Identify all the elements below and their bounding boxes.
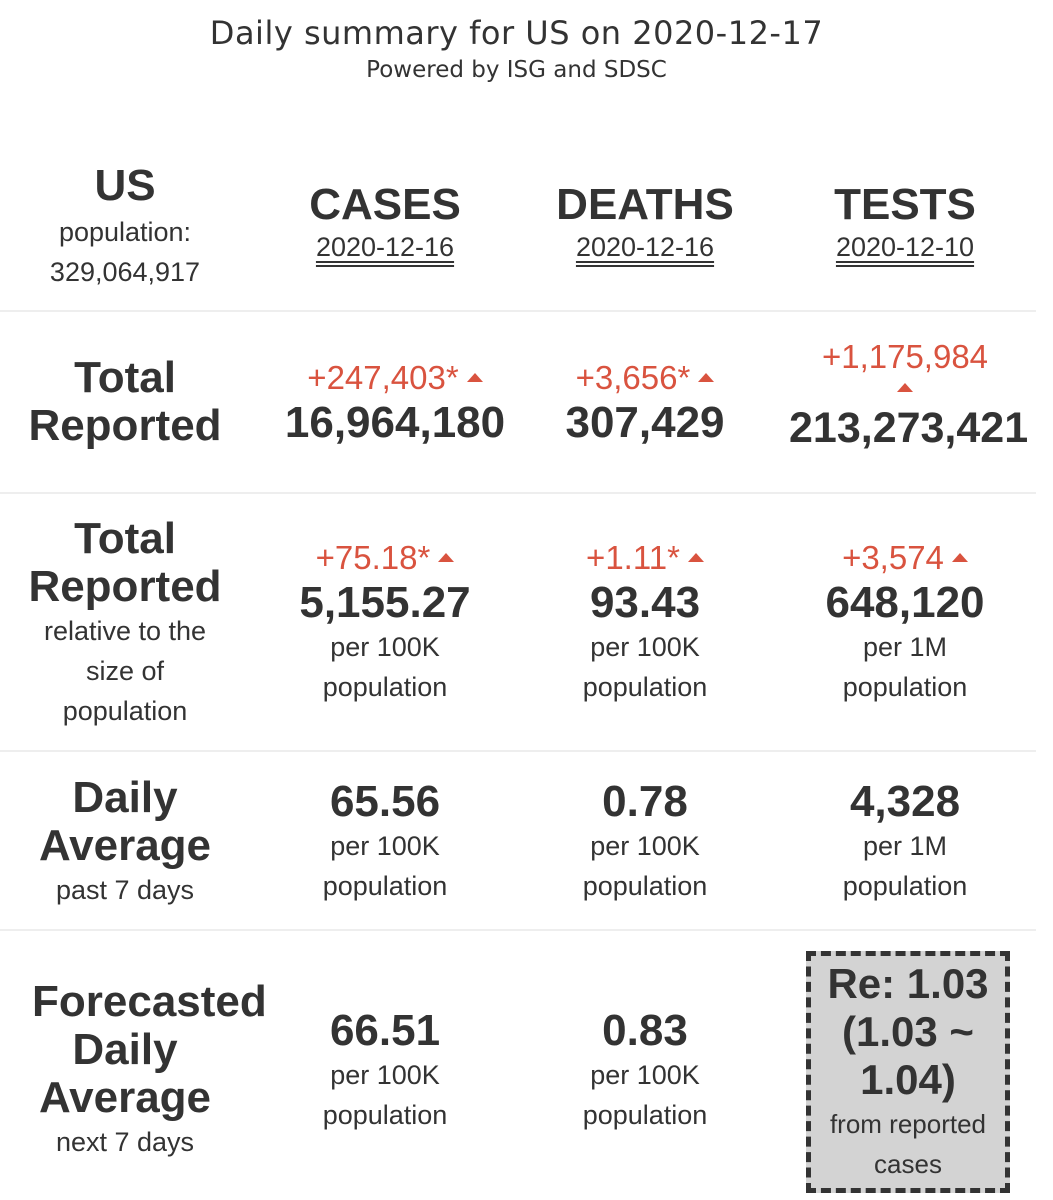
population-value: 329,064,917 bbox=[49, 257, 201, 287]
daily-tests: 4,328 per 1M population bbox=[785, 778, 1025, 906]
total-tests-arrow bbox=[785, 378, 1025, 404]
increase-arrow-icon bbox=[897, 383, 913, 393]
row-note: past 7 days bbox=[55, 875, 195, 905]
daily-deaths: 0.78 per 100K population bbox=[525, 778, 765, 906]
total-cases: +247,403* 16,964,180 bbox=[265, 357, 525, 447]
total-cases-delta: +247,403* bbox=[265, 357, 525, 399]
row-label-line: Daily bbox=[72, 1025, 178, 1074]
row-label-total: Total Reported bbox=[0, 354, 250, 450]
region-name: US bbox=[94, 161, 156, 210]
row-divider bbox=[0, 492, 1036, 494]
unit: population bbox=[322, 672, 448, 702]
row-note: size of bbox=[85, 656, 165, 686]
cases-date: 2020-12-16 bbox=[315, 232, 455, 262]
re-note: cases bbox=[874, 1149, 942, 1179]
row-label-line: Total bbox=[74, 353, 176, 402]
total-tests-value: 213,273,421 bbox=[789, 404, 1029, 452]
total-deaths-delta: +3,656* bbox=[525, 357, 765, 399]
row-label-line: Total bbox=[74, 514, 176, 563]
row-label-line: Reported bbox=[28, 401, 222, 450]
unit: per 100K bbox=[330, 1060, 440, 1090]
unit: per 100K bbox=[590, 831, 700, 861]
relative-cases-delta: +75.18* bbox=[265, 537, 505, 579]
unit: per 100K bbox=[330, 632, 440, 662]
re-range-start: (1.03 ~ bbox=[842, 1008, 974, 1055]
increase-arrow-icon bbox=[951, 552, 968, 562]
row-label-relative: Total Reported relative to the size of p… bbox=[0, 515, 250, 731]
column-header-deaths: DEATHS 2020-12-16 bbox=[525, 180, 765, 264]
relative-cases: +75.18* 5,155.27 per 100K population bbox=[265, 537, 505, 707]
column-header-cases: CASES 2020-12-16 bbox=[265, 180, 505, 264]
increase-arrow-icon bbox=[687, 552, 704, 562]
daily-deaths-value: 0.78 bbox=[602, 777, 688, 826]
re-value: Re: 1.03 bbox=[827, 960, 989, 1007]
unit: per 1M bbox=[862, 632, 948, 662]
column-header-tests: TESTS 2020-12-10 bbox=[785, 180, 1025, 264]
relative-tests: +3,574 648,120 per 1M population bbox=[785, 537, 1025, 707]
deaths-date: 2020-12-16 bbox=[575, 232, 715, 262]
region-header: US population: 329,064,917 bbox=[0, 160, 250, 292]
delta-text: +75.18* bbox=[315, 539, 431, 576]
relative-deaths-value: 93.43 bbox=[589, 578, 701, 627]
forecast-cases: 66.51 per 100K population bbox=[265, 1007, 505, 1135]
delta-text: +3,574 bbox=[842, 539, 944, 576]
page-title: Daily summary for US on 2020-12-17 bbox=[209, 14, 824, 52]
tests-label: TESTS bbox=[834, 180, 976, 229]
daily-cases-value: 65.56 bbox=[329, 777, 441, 826]
row-divider bbox=[0, 929, 1036, 931]
unit: population bbox=[842, 871, 968, 901]
relative-tests-delta: +3,574 bbox=[785, 537, 1025, 579]
cases-label: CASES bbox=[309, 180, 461, 229]
row-note: next 7 days bbox=[55, 1127, 195, 1157]
forecast-cases-value: 66.51 bbox=[329, 1006, 441, 1055]
relative-deaths-delta: +1.11* bbox=[525, 537, 765, 579]
population-label: population: bbox=[58, 217, 192, 247]
row-note: population bbox=[62, 696, 188, 726]
re-range-end: 1.04) bbox=[860, 1056, 956, 1103]
page-subtitle: Powered by ISG and SDSC bbox=[366, 57, 667, 83]
total-deaths-value: 307,429 bbox=[565, 398, 725, 447]
row-note: relative to the bbox=[43, 616, 207, 646]
re-estimate-box: Re: 1.03 (1.03 ~ 1.04) from reported cas… bbox=[806, 951, 1010, 1193]
unit: per 100K bbox=[590, 632, 700, 662]
unit: population bbox=[842, 672, 968, 702]
tests-date: 2020-12-10 bbox=[835, 232, 975, 262]
increase-arrow-icon bbox=[438, 552, 455, 562]
row-label-daily: Daily Average past 7 days bbox=[0, 774, 250, 910]
total-tests: +1,175,984 213,273,421 bbox=[785, 336, 1029, 452]
unit: per 100K bbox=[590, 1060, 700, 1090]
row-label-line: Average bbox=[38, 821, 212, 870]
unit: population bbox=[582, 1100, 708, 1130]
delta-text: +247,403* bbox=[307, 359, 459, 396]
re-note: from reported bbox=[829, 1109, 987, 1139]
unit: per 1M bbox=[862, 831, 948, 861]
row-label-line: Forecasted bbox=[32, 977, 267, 1026]
unit: population bbox=[322, 871, 448, 901]
forecast-deaths-value: 0.83 bbox=[602, 1006, 688, 1055]
deaths-label: DEATHS bbox=[556, 180, 734, 229]
daily-cases: 65.56 per 100K population bbox=[265, 778, 505, 906]
increase-arrow-icon bbox=[698, 372, 715, 382]
forecast-deaths: 0.83 per 100K population bbox=[525, 1007, 765, 1135]
unit: population bbox=[582, 672, 708, 702]
row-label-line: Average bbox=[38, 1073, 212, 1122]
relative-deaths: +1.11* 93.43 per 100K population bbox=[525, 537, 765, 707]
increase-arrow-icon bbox=[466, 372, 483, 382]
unit: population bbox=[322, 1100, 448, 1130]
daily-tests-value: 4,328 bbox=[849, 777, 961, 826]
relative-tests-value: 648,120 bbox=[825, 578, 985, 627]
row-label-line: Daily bbox=[72, 773, 178, 822]
total-tests-delta: +1,175,984 bbox=[821, 338, 989, 375]
total-cases-value: 16,964,180 bbox=[284, 398, 506, 447]
row-label-line: Reported bbox=[28, 562, 222, 611]
delta-text: +3,656* bbox=[575, 359, 691, 396]
row-label-forecast: Forecasted Daily Average next 7 days bbox=[0, 977, 267, 1162]
unit: per 100K bbox=[330, 831, 440, 861]
unit: population bbox=[582, 871, 708, 901]
row-divider bbox=[0, 750, 1036, 752]
relative-cases-value: 5,155.27 bbox=[299, 578, 471, 627]
row-divider bbox=[0, 310, 1036, 312]
delta-text: +1.11* bbox=[586, 539, 680, 576]
total-deaths: +3,656* 307,429 bbox=[525, 357, 765, 447]
